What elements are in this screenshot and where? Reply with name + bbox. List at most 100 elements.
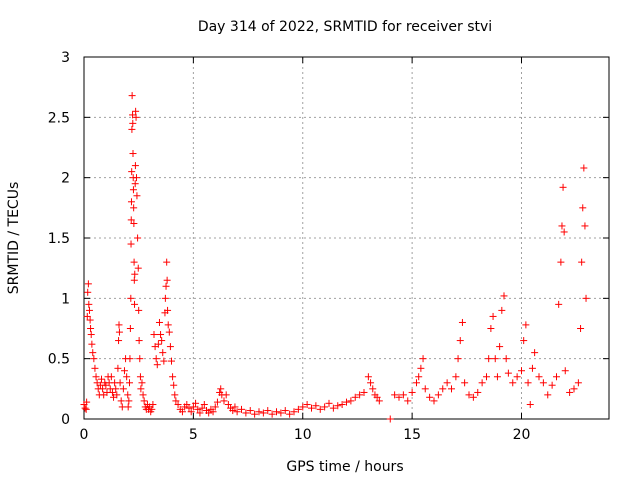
data-point <box>130 276 138 284</box>
data-point <box>456 337 464 345</box>
grid <box>84 57 609 419</box>
data-point <box>171 391 179 399</box>
data-point <box>127 294 135 302</box>
data-point <box>334 402 342 410</box>
data-point <box>281 407 289 415</box>
data-point <box>117 397 125 405</box>
data-point <box>86 316 94 324</box>
y-tick-label: 0 <box>61 412 70 428</box>
data-point <box>88 340 96 348</box>
data-point <box>485 355 493 363</box>
data-point <box>504 369 512 377</box>
data-point <box>134 234 142 242</box>
data-point <box>434 391 442 399</box>
data-point <box>83 312 91 320</box>
data-point <box>487 325 495 332</box>
data-point <box>498 306 506 314</box>
data-point <box>217 385 225 393</box>
data-point <box>443 379 451 387</box>
data-point <box>116 379 124 387</box>
data-point <box>222 391 230 399</box>
data-point <box>129 150 137 158</box>
x-tick-label: 10 <box>294 427 312 443</box>
data-point <box>558 222 566 230</box>
data-point <box>413 379 420 387</box>
data-point <box>134 264 142 272</box>
data-point <box>126 325 134 332</box>
data-point <box>82 405 90 413</box>
data-point <box>290 408 298 416</box>
data-point <box>137 385 145 393</box>
data-point <box>469 393 477 401</box>
data-point <box>373 393 381 401</box>
data-point <box>83 398 91 406</box>
data-point <box>544 391 552 399</box>
x-tick-label: 0 <box>80 427 89 443</box>
data-point <box>581 222 589 230</box>
data-point <box>92 373 100 381</box>
data-point <box>251 410 259 418</box>
data-point <box>478 379 486 387</box>
data-point <box>124 403 132 411</box>
data-point <box>367 379 375 387</box>
data-point <box>125 397 133 405</box>
data-point <box>419 355 427 363</box>
data-point <box>130 204 138 212</box>
x-tick-label: 15 <box>403 427 421 443</box>
data-point <box>200 401 208 409</box>
data-point <box>574 379 582 387</box>
data-point <box>264 407 272 415</box>
data-point <box>347 397 355 405</box>
data-point <box>364 373 372 381</box>
data-point <box>579 204 587 212</box>
data-point <box>131 162 139 170</box>
tick-labels: 0 5 10 15 20 0 0.5 1 1.5 2 2.5 3 <box>48 50 531 443</box>
data-point <box>483 373 490 381</box>
data-point <box>294 405 302 413</box>
data-point <box>126 355 134 363</box>
data-point <box>128 168 136 176</box>
data-point <box>135 306 143 314</box>
data-point <box>312 402 320 410</box>
data-point <box>187 408 195 416</box>
data-point <box>526 401 534 409</box>
data-point <box>139 391 147 399</box>
data-point <box>531 349 539 357</box>
data-point <box>448 385 455 393</box>
data-point <box>439 385 447 393</box>
x-tick-label: 20 <box>513 427 531 443</box>
data-point <box>113 391 121 399</box>
data-point <box>131 270 139 278</box>
data-point <box>360 388 368 396</box>
data-point <box>205 409 213 417</box>
data-point <box>183 401 191 409</box>
data-point <box>386 415 394 423</box>
data-point <box>127 216 135 224</box>
data-point <box>140 397 148 405</box>
data-point <box>246 407 254 415</box>
data-point <box>209 408 217 416</box>
data-point <box>128 125 136 133</box>
data-point <box>273 408 280 416</box>
data-point <box>325 399 333 407</box>
data-point <box>132 113 140 121</box>
y-tick-label: 1 <box>61 291 70 307</box>
data-point <box>399 391 407 399</box>
data-point <box>178 408 186 416</box>
data-point <box>578 258 586 266</box>
data-point <box>170 381 178 389</box>
data-point <box>198 404 206 412</box>
data-point <box>560 228 568 236</box>
data-point <box>130 220 138 228</box>
data-point <box>115 321 123 329</box>
data-point <box>169 373 177 381</box>
data-point <box>84 280 92 288</box>
data-point <box>98 375 105 383</box>
data-point <box>502 355 510 363</box>
data-point <box>192 399 200 407</box>
data-point <box>172 397 180 405</box>
data-point <box>132 107 140 115</box>
data-point <box>126 379 133 387</box>
data-point <box>136 373 144 381</box>
data-point <box>268 410 276 418</box>
